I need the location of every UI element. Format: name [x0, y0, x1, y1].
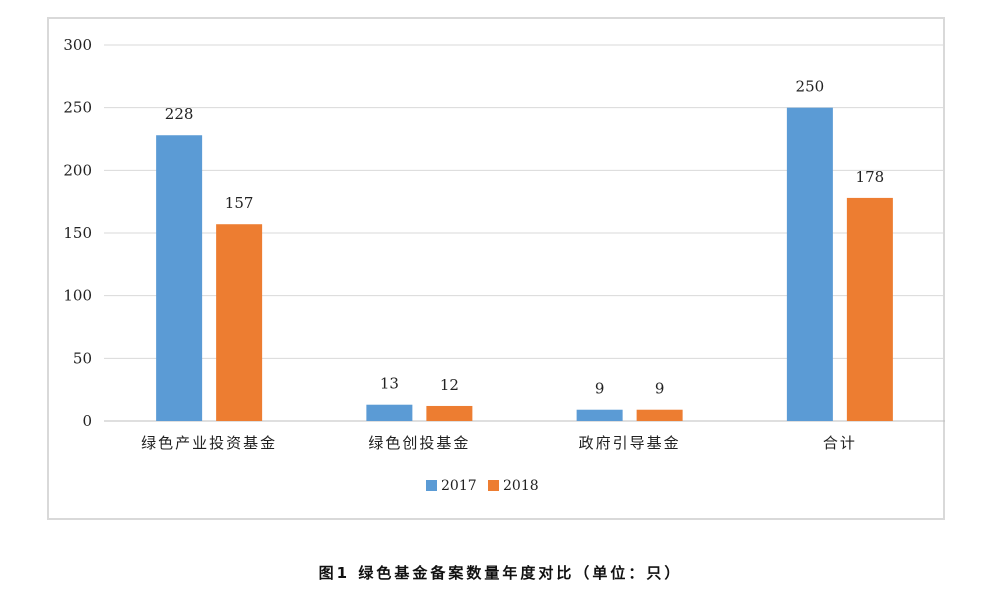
y-tick-label: 150 [63, 224, 92, 242]
legend-swatch-2017 [426, 480, 437, 491]
y-tick-label: 300 [63, 36, 92, 54]
category-label: 合计 [823, 434, 857, 452]
legend-swatch-2018 [488, 480, 499, 491]
bar-2017-2 [576, 409, 623, 421]
bar-2018-3 [846, 197, 893, 421]
category-label: 政府引导基金 [579, 434, 681, 452]
data-label: 250 [796, 78, 825, 96]
legend-label: 2018 [503, 478, 539, 494]
y-tick-label: 250 [63, 99, 92, 117]
category-label: 绿色产业投资基金 [141, 434, 277, 452]
bar-2018-2 [636, 409, 683, 421]
data-label: 157 [225, 194, 254, 212]
y-tick-label: 0 [82, 412, 92, 430]
bar-2017-0 [156, 135, 203, 422]
legend-label: 2017 [441, 478, 477, 494]
y-tick-label: 100 [63, 287, 92, 305]
bar-2017-3 [786, 107, 833, 422]
category-label: 绿色创投基金 [368, 434, 470, 452]
figure-caption: 图1 绿色基金备案数量年度对比（单位：只） [318, 564, 683, 582]
bar-2018-0 [216, 224, 263, 421]
y-tick-label: 50 [73, 349, 92, 367]
data-label: 12 [440, 376, 459, 394]
bar-2017-1 [366, 404, 413, 421]
data-label: 178 [856, 168, 885, 186]
data-label: 9 [655, 380, 665, 398]
bar-2018-1 [426, 405, 473, 421]
data-label: 228 [165, 105, 194, 123]
data-label: 13 [380, 375, 399, 393]
data-label: 9 [595, 380, 605, 398]
y-tick-label: 200 [63, 161, 92, 179]
